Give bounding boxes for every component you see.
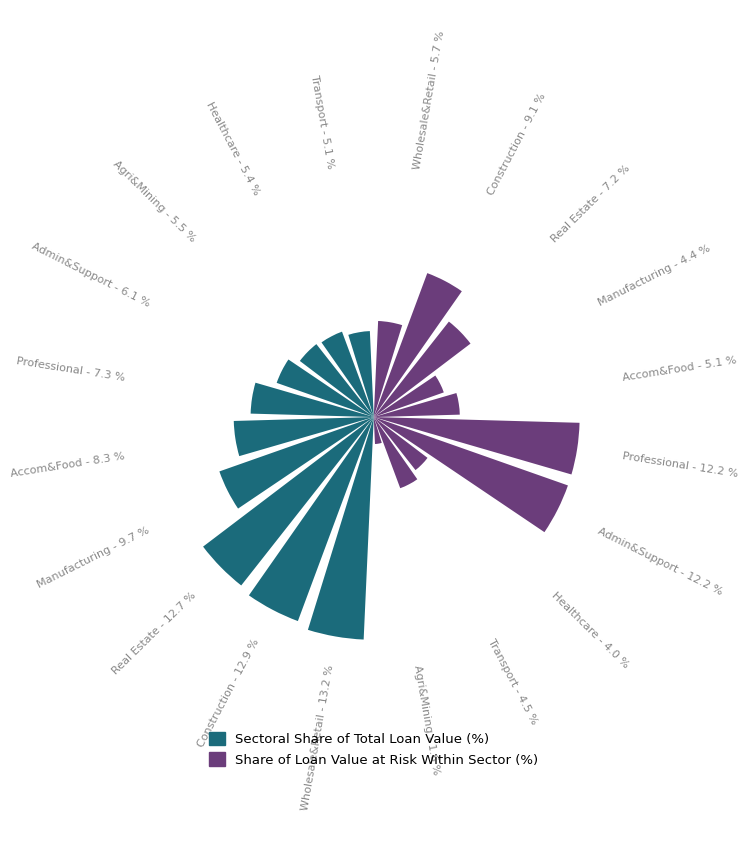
Text: Healthcare - 5.4 %: Healthcare - 5.4 %: [204, 100, 261, 197]
Bar: [234, 417, 374, 456]
Bar: [251, 383, 374, 417]
Text: Professional - 7.3 %: Professional - 7.3 %: [16, 357, 126, 383]
Bar: [300, 344, 374, 417]
Bar: [374, 393, 460, 417]
Bar: [276, 359, 374, 417]
Text: Admin&Support - 6.1 %: Admin&Support - 6.1 %: [29, 241, 151, 309]
Text: Real Estate - 7.2 %: Real Estate - 7.2 %: [550, 163, 632, 244]
Bar: [374, 321, 470, 417]
Bar: [374, 417, 417, 489]
Text: Accom&Food - 8.3 %: Accom&Food - 8.3 %: [10, 451, 126, 479]
Bar: [249, 417, 374, 621]
Text: Construction - 12.9 %: Construction - 12.9 %: [196, 637, 261, 749]
Bar: [374, 417, 580, 474]
Text: Construction - 9.1 %: Construction - 9.1 %: [486, 91, 548, 197]
Bar: [348, 331, 374, 417]
Text: Manufacturing - 4.4 %: Manufacturing - 4.4 %: [596, 244, 712, 309]
Text: Accom&Food - 5.1 %: Accom&Food - 5.1 %: [622, 356, 737, 383]
Text: Agri&Mining - 5.5 %: Agri&Mining - 5.5 %: [112, 159, 198, 244]
Bar: [374, 273, 462, 417]
Bar: [374, 321, 402, 417]
Text: Wholesale&Retail - 13.2 %: Wholesale&Retail - 13.2 %: [300, 664, 336, 812]
Text: Real Estate - 12.7 %: Real Estate - 12.7 %: [110, 590, 198, 676]
Bar: [374, 376, 444, 417]
Text: Manufacturing - 9.7 %: Manufacturing - 9.7 %: [36, 526, 151, 590]
Bar: [321, 331, 374, 417]
Text: Agri&Mining - 1.6 %: Agri&Mining - 1.6 %: [412, 664, 441, 775]
Bar: [219, 417, 374, 509]
Text: Professional - 12.2 %: Professional - 12.2 %: [622, 451, 739, 479]
Text: Transport - 5.1 %: Transport - 5.1 %: [309, 75, 336, 170]
Bar: [374, 417, 382, 444]
Text: Wholesale&Retail - 5.7 %: Wholesale&Retail - 5.7 %: [412, 29, 446, 170]
Bar: [374, 417, 568, 532]
Legend: Sectoral Share of Total Loan Value (%), Share of Loan Value at Risk Within Secto: Sectoral Share of Total Loan Value (%), …: [202, 725, 545, 773]
Bar: [308, 417, 374, 639]
Bar: [374, 417, 428, 470]
Text: Admin&Support - 12.2 %: Admin&Support - 12.2 %: [596, 526, 724, 597]
Text: Healthcare - 4.0 %: Healthcare - 4.0 %: [550, 590, 631, 669]
Bar: [203, 417, 374, 585]
Text: Transport - 4.5 %: Transport - 4.5 %: [486, 637, 539, 727]
